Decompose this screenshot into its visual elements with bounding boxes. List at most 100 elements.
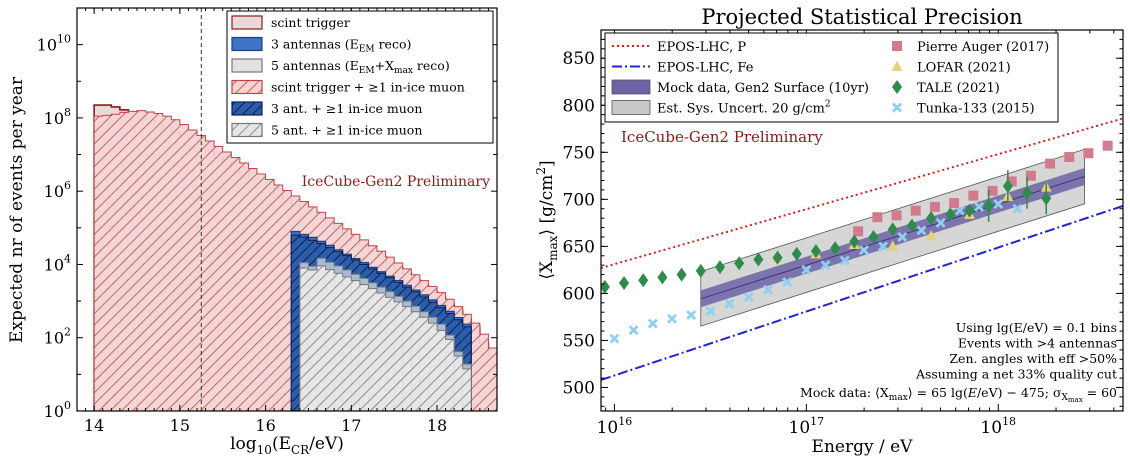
- histogram-bar: [514, 402, 523, 411]
- y-tick-label: 106: [44, 179, 71, 201]
- histogram-bar: [514, 395, 523, 411]
- tunka-point: [743, 292, 754, 303]
- histogram-bar: [145, 112, 155, 411]
- legend-box: [226, 10, 494, 144]
- y-tick-label: 108: [44, 106, 71, 128]
- auger-point: [853, 226, 864, 237]
- mock-data-note: Mock data: ⟨Xmax⟩ = 65 lg(E/eV) − 475; σ…: [800, 385, 1117, 404]
- histogram-bar: [291, 235, 300, 411]
- tunka-point: [954, 205, 965, 216]
- tunka-point: [916, 225, 927, 236]
- histogram-series-5: [299, 265, 472, 411]
- legend-swatch: [611, 79, 651, 95]
- tunka-point: [801, 264, 812, 275]
- left-histogram-panel: 14 15 16 17 18 100 102 104 106 108 1010 IceCube-Ge…: [7, 7, 523, 457]
- legend-swatch: [231, 79, 263, 95]
- lofar-point: [891, 60, 903, 71]
- legend-label: 3 ant. + ≥1 in-ice muon: [271, 101, 422, 116]
- histogram-bar: [377, 293, 386, 411]
- legend-swatch: [231, 58, 263, 73]
- auger-point: [1083, 148, 1094, 159]
- histogram-bar: [248, 168, 257, 411]
- tunka-point: [686, 310, 697, 321]
- tale-point: [1022, 185, 1033, 200]
- x-tick-label: 15: [170, 416, 190, 435]
- histogram-bar: [359, 284, 369, 411]
- histogram-bar: [239, 162, 249, 411]
- tale-point: [983, 198, 994, 213]
- right-precision-panel: Projected Statistical Precision 1016 1017…: [534, 5, 1124, 457]
- y-tick-label: 550: [563, 331, 595, 351]
- legend-label: EPOS-LHC, Fe: [657, 61, 754, 76]
- histogram-bar: [257, 173, 266, 411]
- histogram-bar: [231, 157, 240, 411]
- histogram-bar: [282, 190, 292, 411]
- series-0: [853, 139, 1123, 237]
- legend-label: EPOS-LHC, P: [657, 40, 746, 55]
- epos-proton-line: [601, 117, 1123, 269]
- legend-label: Mock data, Gen2 Surface (10yr): [657, 81, 869, 96]
- auger-point: [1006, 176, 1017, 187]
- tunka-point: [762, 284, 773, 295]
- histogram-bar: [265, 179, 275, 411]
- histogram-bar: [488, 347, 497, 411]
- auger-point: [891, 210, 902, 221]
- right-preliminary-label: IceCube-Gen2 Preliminary: [621, 128, 823, 146]
- y-tick-label: 102: [44, 326, 71, 348]
- auger-point: [1064, 152, 1075, 162]
- tale-point: [619, 276, 630, 291]
- histogram-outline: [290, 234, 472, 411]
- histogram-bar: [462, 368, 472, 411]
- series-3: [609, 199, 1023, 344]
- histogram-bar: [497, 362, 506, 411]
- histogram-bar: [351, 280, 360, 411]
- tale-point: [892, 80, 902, 94]
- right-legend: EPOS-LHC, P EPOS-LHC, Fe Mock data, Gen2 S…: [604, 32, 1059, 123]
- right-x-axis-label: Energy / eV: [812, 437, 914, 457]
- histogram-bar: [119, 112, 129, 411]
- tale-point: [695, 263, 706, 278]
- legend-label: LOFAR (2021): [917, 61, 1011, 76]
- auger-point: [1102, 140, 1113, 151]
- tale-point: [657, 270, 668, 285]
- tunka-point: [724, 298, 735, 309]
- tunka-point: [782, 277, 793, 288]
- tunka-point: [628, 325, 639, 336]
- legend-label: Pierre Auger (2017): [917, 40, 1049, 55]
- legend-swatch: [231, 122, 263, 138]
- histogram-bar: [205, 140, 215, 411]
- histogram-outline: [290, 230, 472, 411]
- y-tick-label: 100: [44, 399, 71, 421]
- histogram-bar: [171, 119, 180, 411]
- auger-point: [1025, 170, 1036, 181]
- histogram-bar: [274, 184, 283, 411]
- histogram-bar: [506, 376, 515, 411]
- histogram-bar: [162, 116, 172, 411]
- histogram-bar: [308, 269, 317, 411]
- auger-point: [929, 201, 940, 212]
- auger-point: [968, 190, 979, 201]
- legend-label: scint trigger + ≥1 in-ice muon: [271, 80, 465, 95]
- histogram-bar: [394, 301, 403, 411]
- y-tick-label: 850: [563, 49, 595, 69]
- y-tick-label: 1010: [37, 33, 71, 55]
- left-plot-frame: [76, 7, 498, 412]
- histogram-bar: [419, 317, 429, 411]
- auger-point: [872, 212, 883, 223]
- histogram-bar: [317, 265, 326, 411]
- auger-point: [910, 205, 921, 216]
- tunka-point: [935, 217, 946, 228]
- tale-point: [945, 207, 956, 222]
- legend-label: Est. Sys. Uncert. 20 g/cm2: [657, 100, 831, 117]
- tale-point: [791, 246, 802, 261]
- histogram-bar: [179, 124, 189, 411]
- tale-point: [830, 241, 841, 256]
- histogram-bar: [222, 151, 232, 411]
- note-line: Zen. angles with eff >50%: [949, 351, 1117, 366]
- tunka-point: [609, 333, 620, 344]
- histogram-outline: [93, 110, 497, 411]
- tunka-point: [839, 255, 850, 266]
- histogram-bar: [299, 268, 309, 411]
- histogram-outline: [299, 265, 472, 411]
- x-tick-label: 18: [427, 416, 447, 435]
